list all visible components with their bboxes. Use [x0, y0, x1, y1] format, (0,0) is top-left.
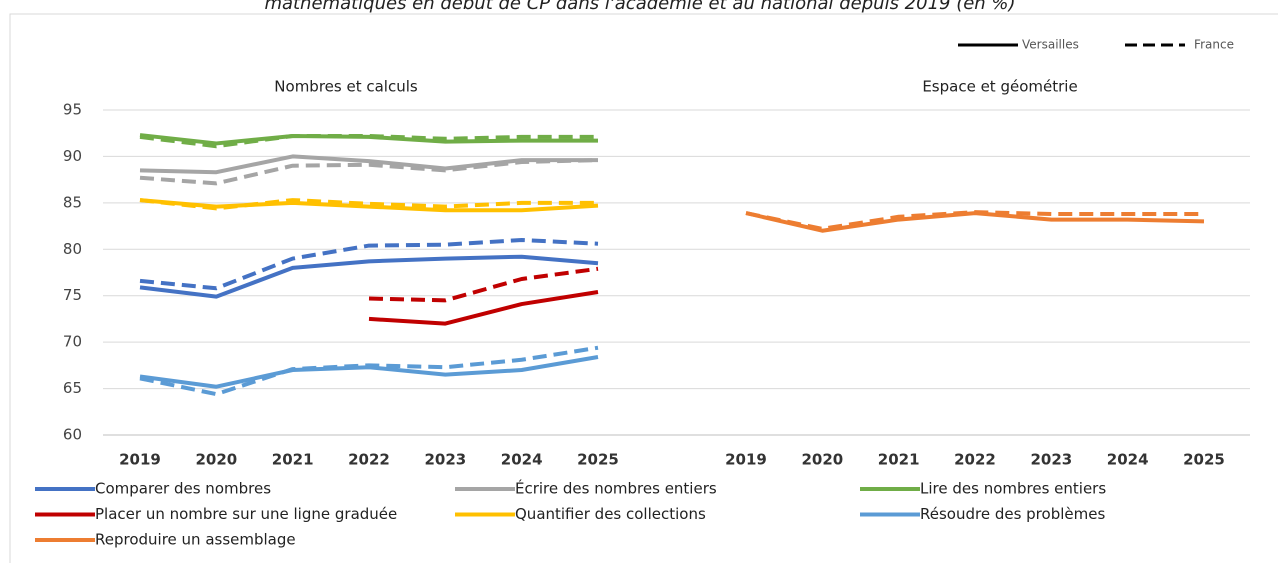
- x-tick-label: 2020: [195, 451, 237, 469]
- legend-label: Reproduire un assemblage: [95, 531, 296, 549]
- x-tick-label: 2021: [272, 451, 314, 469]
- x-tick-label: 2019: [725, 451, 767, 469]
- france-line: [368, 266, 599, 303]
- y-tick-label: 90: [63, 147, 82, 165]
- legend-label: Comparer des nombres: [95, 480, 271, 498]
- x-tick-label: 2022: [348, 451, 390, 469]
- versailles-line: [139, 254, 599, 299]
- france-line: [139, 158, 599, 186]
- x-tick-label: 2025: [577, 451, 619, 469]
- y-tick-label: 65: [63, 379, 82, 397]
- france-line: [139, 198, 598, 211]
- x-tick-label: 2022: [954, 451, 996, 469]
- versailles-line: [139, 355, 599, 389]
- x-tick-label: 2024: [501, 451, 543, 469]
- chart-title: mathématiques en début de CP dans l'acad…: [264, 0, 1015, 14]
- versailles-line: [368, 290, 599, 326]
- y-tick-label: 70: [63, 333, 82, 351]
- france-line: [745, 210, 1204, 231]
- legend-label: Résoudre des problèmes: [920, 505, 1105, 523]
- y-tick-label: 60: [63, 426, 82, 444]
- france-line: [139, 345, 599, 397]
- x-tick-label: 2021: [878, 451, 920, 469]
- france-line: [139, 134, 598, 149]
- legend-label: Lire des nombres entiers: [920, 480, 1106, 498]
- x-tick-label: 2019: [119, 451, 161, 469]
- x-tick-label: 2024: [1107, 451, 1149, 469]
- style-legend-label: France: [1194, 38, 1234, 52]
- france-line: [139, 238, 599, 291]
- legend-label: Quantifier des collections: [515, 505, 706, 523]
- y-tick-label: 80: [63, 240, 82, 258]
- y-tick-label: 95: [63, 101, 82, 119]
- style-legend-label: Versailles: [1022, 38, 1079, 52]
- x-tick-label: 2023: [424, 451, 466, 469]
- panel-title: Espace et géométrie: [922, 78, 1077, 96]
- versailles-line: [139, 133, 598, 146]
- x-tick-label: 2020: [801, 451, 843, 469]
- x-tick-label: 2023: [1030, 451, 1072, 469]
- y-tick-label: 85: [63, 193, 82, 211]
- frame: [9, 13, 1278, 563]
- legend-label: Placer un nombre sur une ligne graduée: [95, 505, 397, 523]
- panel-title: Nombres et calculs: [274, 78, 418, 96]
- legend-label: Écrire des nombres entiers: [515, 479, 717, 498]
- y-tick-label: 75: [63, 286, 82, 304]
- x-tick-label: 2025: [1183, 451, 1225, 469]
